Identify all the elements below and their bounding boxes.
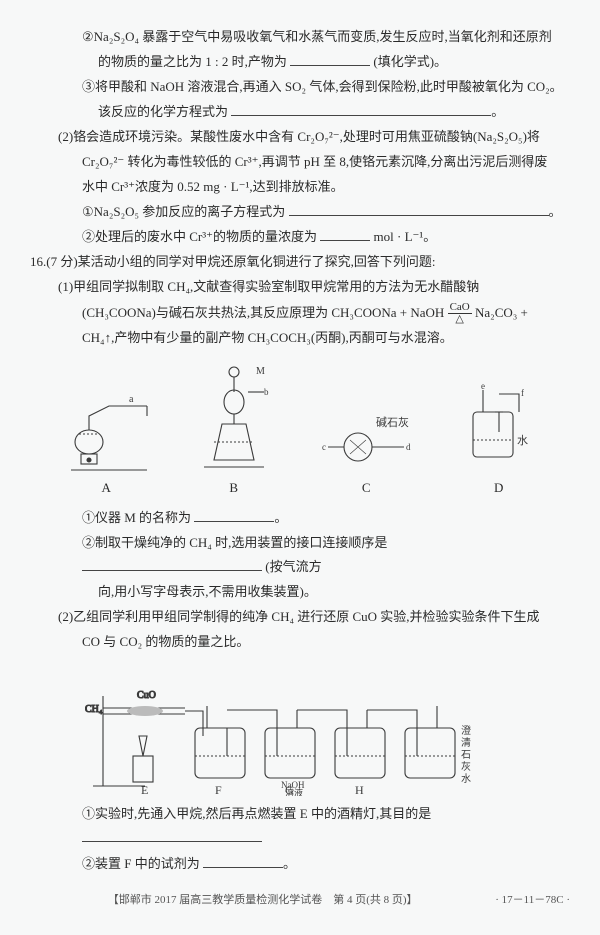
- apparatus-A-svg: a: [61, 382, 151, 472]
- svg-text:c: c: [322, 442, 326, 452]
- blank-M-name: [194, 507, 274, 522]
- apparatus-row-1: a A M b B c: [30, 362, 570, 500]
- q15-2-l9: ②处理后的废水中 Cr³⁺的物质的量浓度为 mol · L⁻¹。: [30, 225, 570, 249]
- blank-ion-eq: [289, 201, 549, 216]
- label-D: D: [494, 476, 503, 500]
- text: 该反应的化学方程式为: [98, 104, 228, 119]
- q15-2-l8: ①Na₂S₂O₅ 参加反应的离子方程式为 。: [30, 200, 570, 224]
- text: Na₂CO₃ +: [475, 305, 528, 320]
- svg-text:f: f: [521, 388, 524, 398]
- q16-1b: (CH₃COONa)与碱石灰共热法,其反应原理为 CH₃COONa + NaOH…: [30, 301, 570, 326]
- page-footer: 【邯郸市 2017 届高三教学质量检测化学试卷 第 4 页(共 8 页)】 · …: [30, 890, 570, 910]
- apparatus-C: c d 碱石灰 C: [316, 402, 416, 500]
- svg-text:H: H: [355, 783, 364, 796]
- svg-text:灰: 灰: [461, 760, 471, 773]
- apparatus-B: M b B: [194, 362, 274, 500]
- q15-2-l7: 水中 Cr³⁺浓度为 0.52 mg · L⁻¹,达到排放标准。: [30, 175, 570, 199]
- svg-text:b: b: [264, 387, 269, 397]
- text: ①Na₂S₂O₅ 参加反应的离子方程式为: [82, 204, 285, 219]
- q15-2-3-line1: ③将甲酸和 NaOH 溶液混合,再通入 SO₂ 气体,会得到保险粉,此时甲酸被氧…: [30, 75, 570, 99]
- q16-sub2a: ②制取干燥纯净的 CH₄ 时,选用装置的接口连接顺序是 (按气流方: [30, 531, 570, 579]
- blank-order: [82, 556, 262, 571]
- apparatus-row-2: CuO CH₄: [30, 666, 570, 796]
- q16-head: 16.(7 分)某活动小组的同学对甲烷还原氧化铜进行了探究,回答下列问题:: [30, 250, 570, 274]
- q16-2a: (2)乙组同学利用甲组同学制得的纯净 CH₄ 进行还原 CuO 实验,并检验实验…: [30, 605, 570, 629]
- svg-text:石: 石: [461, 750, 471, 761]
- blank-conc: [320, 226, 370, 241]
- text: (CH₃COONa)与碱石灰共热法,其反应原理为 CH₃COONa + NaOH: [82, 305, 444, 320]
- q15-2-l6: Cr₂O₇²⁻ 转化为毒性较低的 Cr³⁺,再调节 pH 至 8,使铬元素沉降,…: [30, 150, 570, 174]
- q16-sub2c: 向,用小写字母表示,不需用收集装置)。: [30, 580, 570, 604]
- text: (填化学式)。: [373, 54, 447, 69]
- apparatus-EFGH-svg: CuO CH₄: [85, 666, 515, 796]
- svg-text:a: a: [129, 394, 134, 405]
- blank-product: [290, 51, 370, 66]
- svg-text:M: M: [256, 366, 265, 377]
- blank-equation: [231, 101, 491, 116]
- blank-reagent-F: [203, 853, 283, 868]
- text: ②处理后的废水中 Cr³⁺的物质的量浓度为: [82, 229, 317, 244]
- text: mol · L⁻¹。: [374, 229, 437, 244]
- svg-text:碱石灰: 碱石灰: [376, 415, 409, 429]
- svg-text:水: 水: [461, 773, 471, 785]
- q16-sub3: ①实验时,先通入甲烷,然后再点燃装置 E 中的酒精灯,其目的是: [30, 802, 570, 850]
- q15-2-2-line1: ②Na₂S₂O₄ 暴露于空气中易吸收氧气和水蒸气而变质,发生反应时,当氧化剂和还…: [30, 25, 570, 49]
- svg-text:水: 水: [517, 434, 528, 447]
- label-B: B: [229, 476, 238, 500]
- svg-text:CuO: CuO: [137, 690, 156, 701]
- svg-text:清: 清: [461, 736, 471, 749]
- q15-2-l5: (2)铬会造成环境污染。某酸性废水中含有 Cr₂O₇²⁻,处理时可用焦亚硫酸钠(…: [30, 125, 570, 149]
- blank-purpose: [82, 827, 262, 842]
- q15-2-3-line2: 该反应的化学方程式为 。: [30, 100, 570, 124]
- svg-text:F: F: [215, 783, 222, 796]
- footer-left: 【邯郸市 2017 届高三教学质量检测化学试卷 第 4 页(共 8 页)】: [108, 894, 418, 906]
- apparatus-D: e f 水 D: [459, 382, 539, 500]
- text: ②装置 F 中的试剂为: [82, 856, 200, 871]
- label-C: C: [362, 476, 371, 500]
- svg-text:E: E: [141, 783, 148, 796]
- text: (按气流方: [265, 559, 321, 574]
- apparatus-B-svg: M b: [194, 362, 274, 472]
- apparatus-C-svg: c d 碱石灰: [316, 402, 416, 472]
- svg-text:澄: 澄: [461, 724, 471, 737]
- q16-1d: CH₄↑,产物中有少量的副产物 CH₃COCH₃(丙酮),丙酮可与水混溶。: [30, 326, 570, 350]
- label-A: A: [102, 476, 111, 500]
- footer-right: · 17－11－78C ·: [495, 890, 570, 910]
- apparatus-A: a A: [61, 382, 151, 500]
- q16-sub1: ①仪器 M 的名称为 。: [30, 506, 570, 530]
- svg-text:溶液: 溶液: [285, 787, 303, 796]
- q15-2-2-line2: 的物质的量之比为 1 : 2 时,产物为 (填化学式)。: [30, 50, 570, 74]
- text: 的物质的量之比为 1 : 2 时,产物为: [98, 54, 287, 69]
- svg-text:d: d: [406, 442, 411, 452]
- text: ②制取干燥纯净的 CH₄ 时,选用装置的接口连接顺序是: [82, 535, 387, 550]
- svg-text:CH₄: CH₄: [85, 704, 103, 715]
- text: ①实验时,先通入甲烷,然后再点燃装置 E 中的酒精灯,其目的是: [82, 806, 431, 821]
- q16-1a: (1)甲组同学拟制取 CH₄,文献查得实验室制取甲烷常用的方法为无水醋酸钠: [30, 275, 570, 299]
- text: ①仪器 M 的名称为: [82, 510, 191, 525]
- apparatus-D-svg: e f 水: [459, 382, 539, 472]
- q16-2b: CO 与 CO₂ 的物质的量之比。: [30, 630, 570, 654]
- svg-text:e: e: [481, 382, 485, 391]
- reaction-arrow: CaO△: [448, 302, 472, 325]
